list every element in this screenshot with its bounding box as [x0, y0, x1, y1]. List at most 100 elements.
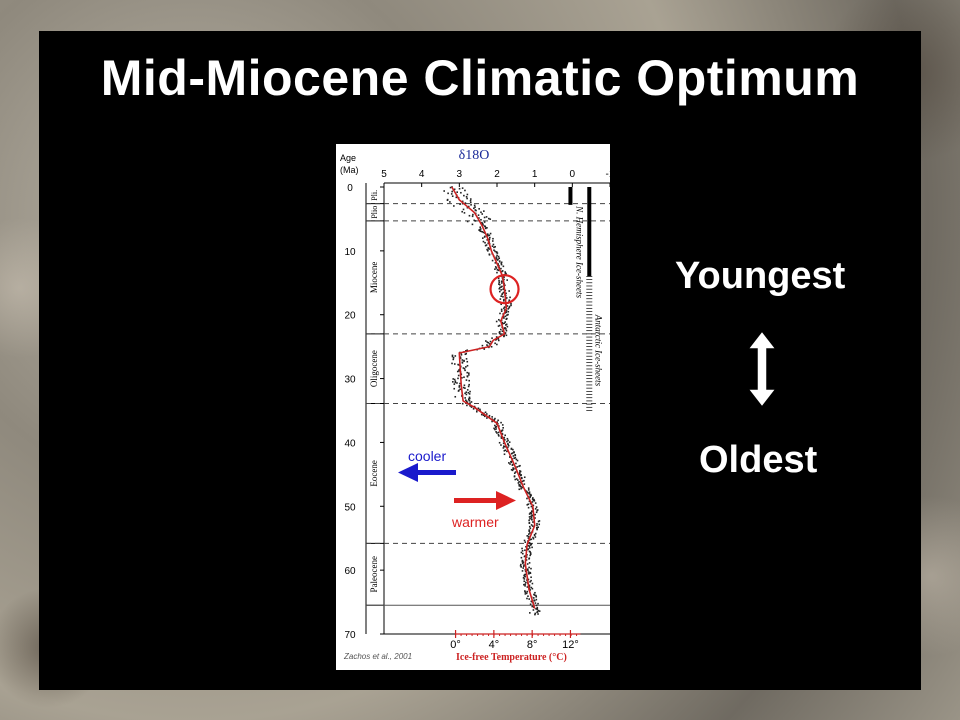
data-point — [524, 575, 526, 578]
data-point — [498, 279, 500, 282]
data-point — [527, 506, 530, 509]
data-point — [516, 466, 518, 468]
data-point — [529, 581, 531, 583]
data-point — [504, 449, 507, 452]
data-point — [535, 527, 538, 529]
data-point — [466, 349, 468, 352]
data-point — [479, 408, 481, 411]
data-point — [508, 462, 510, 464]
data-point — [500, 444, 502, 446]
data-point — [535, 604, 538, 607]
data-point — [532, 499, 535, 502]
data-point — [473, 219, 476, 222]
data-point — [526, 504, 529, 506]
data-point — [481, 231, 484, 233]
y-tick-label: 50 — [344, 502, 356, 513]
data-point — [526, 590, 529, 593]
data-point — [488, 234, 491, 237]
data-point — [466, 360, 469, 363]
data-point — [465, 391, 468, 393]
data-point — [503, 276, 505, 279]
data-point — [456, 382, 458, 384]
data-point — [521, 477, 523, 480]
data-point — [485, 216, 488, 218]
data-point — [457, 363, 459, 366]
data-point — [496, 254, 498, 257]
data-point — [507, 446, 509, 449]
double-vertical-arrow-icon — [746, 329, 778, 409]
data-point — [499, 286, 501, 289]
data-point — [483, 415, 486, 418]
data-point — [498, 287, 501, 290]
data-point — [528, 558, 530, 560]
data-point — [482, 240, 485, 243]
data-point — [495, 267, 498, 269]
data-point — [503, 453, 506, 456]
data-point — [529, 554, 531, 557]
epoch-label: Paleocene — [369, 556, 379, 592]
data-point — [530, 510, 533, 513]
data-point — [535, 511, 538, 514]
y-tick-label: 70 — [344, 630, 356, 641]
data-point — [486, 233, 489, 236]
data-point — [534, 502, 537, 504]
data-point — [503, 335, 505, 338]
data-point — [523, 539, 526, 542]
temp-tick-label: 0° — [450, 639, 461, 651]
data-point — [468, 397, 471, 400]
data-point — [488, 238, 491, 241]
data-point — [458, 386, 461, 388]
data-point — [463, 376, 465, 379]
data-point — [496, 259, 499, 261]
y-tick-label: 10 — [344, 247, 356, 258]
data-point — [526, 568, 529, 570]
data-point — [501, 322, 504, 325]
data-point — [457, 377, 459, 380]
data-point — [498, 260, 501, 263]
data-point — [489, 340, 492, 343]
epoch-label: Pli. — [370, 190, 379, 201]
antarctic-ice-bar-solid — [587, 187, 592, 277]
data-point — [530, 494, 532, 497]
data-point — [526, 490, 528, 493]
data-point — [508, 305, 511, 308]
data-point — [512, 448, 514, 451]
x-tick-label: 0 — [570, 169, 576, 180]
data-point — [468, 396, 471, 399]
data-point — [498, 435, 500, 437]
data-point — [451, 355, 454, 358]
data-point — [494, 245, 496, 248]
data-point — [533, 594, 536, 596]
data-point — [529, 527, 532, 530]
data-point — [504, 445, 506, 448]
data-point — [530, 505, 533, 508]
data-point — [454, 355, 457, 357]
cooler-arrow-shaft — [416, 470, 456, 475]
data-point — [484, 225, 487, 228]
data-point — [536, 528, 538, 531]
chart-title: δ18O — [459, 148, 490, 163]
data-point — [484, 227, 487, 230]
data-point — [529, 553, 532, 556]
data-point — [526, 586, 529, 588]
data-point — [479, 229, 481, 232]
data-point — [500, 310, 503, 312]
data-point — [495, 258, 498, 260]
data-point — [494, 428, 496, 431]
data-point — [527, 578, 530, 581]
credit-text: Zachos et al., 2001 — [343, 652, 412, 661]
data-point — [528, 491, 531, 493]
y-axis-unit: (Ma) — [340, 165, 359, 175]
data-point — [512, 467, 514, 469]
data-point — [464, 397, 466, 399]
data-point — [520, 486, 523, 488]
data-point — [491, 259, 494, 262]
data-point — [458, 368, 460, 371]
data-point — [528, 530, 530, 533]
data-point — [501, 270, 503, 273]
trend-line — [451, 186, 536, 609]
data-point — [503, 307, 505, 310]
data-point — [469, 198, 472, 200]
data-point — [459, 382, 461, 385]
data-point — [503, 449, 506, 452]
